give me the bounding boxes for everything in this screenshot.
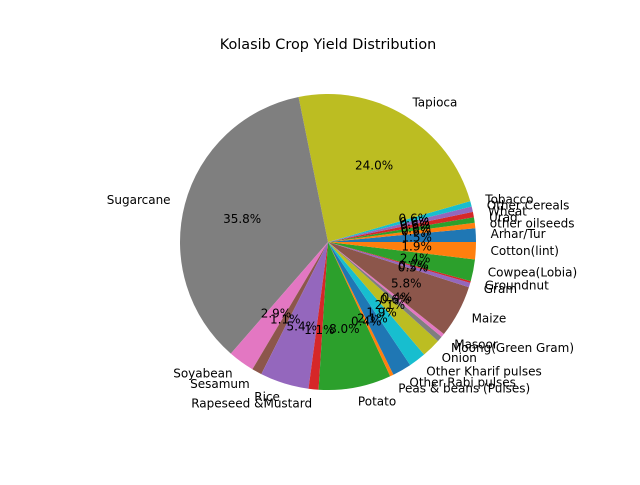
slice-label-rapeseed-mustard: Rapeseed &Mustard: [191, 397, 312, 411]
slice-percent-other-rabi-pulses: 2.1%: [357, 311, 388, 325]
slice-percent-groundnut: 0.2%: [398, 258, 429, 272]
slice-label-moong-green-gram: Moong(Green Gram): [451, 341, 574, 355]
slice-label-tobacco: Tobacco: [484, 192, 533, 206]
pie-slice-groundnut: [328, 242, 471, 283]
slice-percent-soyabean: 2.9%: [261, 306, 292, 320]
pie-slice-potato: [318, 242, 391, 391]
pie-slice-onion: [328, 242, 438, 355]
slice-percent-sugarcane: 35.8%: [223, 212, 261, 226]
slice-label-other-cereals: Other Cereals: [487, 198, 570, 212]
pie-slice-wheat: [328, 211, 474, 242]
pie-slice-other-cereals: [328, 206, 473, 242]
slice-percent-moong-green-gram: 0.6%: [380, 293, 411, 307]
slice-label-wheat: Wheat: [488, 204, 527, 218]
slice-label-other-rabi-pulses: Other Rabi pulses: [409, 375, 516, 389]
slice-percent-masoor: 0.4%: [382, 291, 413, 305]
pie-slice-rice: [261, 242, 328, 389]
slice-percent-rice: 5.4%: [287, 319, 318, 333]
slice-label-soyabean: Soyabean: [173, 366, 232, 380]
percent-labels-group: 1.5%0.6%0.6%0.6%0.6%0.6%24.0%35.8%2.9%1.…: [223, 159, 432, 337]
pie-slice-cowpea-lobia: [328, 242, 475, 282]
pie-slice-other-rabi-pulses: [328, 242, 411, 375]
slice-percent-cowpea-lobia: 2.4%: [400, 252, 431, 266]
slice-label-masoor: Masoor: [454, 337, 498, 351]
slice-percent-other-oilseeds: 0.6%: [401, 225, 432, 239]
pie-slice-other-kharif-pulses: [328, 242, 425, 366]
slice-percent-potato: 8.0%: [329, 322, 360, 336]
slice-label-arhar-tur: Arhar/Tur: [491, 227, 546, 241]
slice-label-tapioca: Tapioca: [411, 95, 457, 109]
slice-percent-rapeseed-mustard: 1.1%: [304, 323, 335, 337]
slice-percent-maize: 5.8%: [391, 276, 422, 290]
pie-slice-masoor: [328, 242, 444, 337]
pie-slice-other-oilseeds: [328, 222, 476, 242]
slice-percent-tapioca: 24.0%: [355, 159, 393, 173]
chart-title: Kolasib Crop Yield Distribution: [220, 37, 437, 53]
slice-percent-cotton-lint: 1.9%: [401, 240, 432, 254]
slice-label-onion: Onion: [442, 351, 477, 365]
slice-label-other-kharif-pulses: Other Kharif pulses: [426, 364, 541, 378]
slice-percent-sesamum: 1.1%: [270, 312, 301, 326]
pie-slice-sesamum: [252, 242, 328, 375]
slice-percent-arhar-tur: 1.5%: [401, 230, 432, 244]
pie-slice-urad: [328, 217, 475, 242]
slice-percent-onion: 2.1%: [375, 298, 406, 312]
pie-slice-arhar-tur: [328, 228, 476, 242]
pie-slice-tapioca: [298, 93, 471, 242]
slice-percent-wheat: 0.6%: [400, 218, 431, 232]
slice-percent-other-cereals: 0.6%: [399, 215, 430, 229]
slice-percent-peas-beans-pulses: 0.4%: [351, 315, 382, 329]
pie-slice-cotton-lint: [328, 242, 476, 260]
slice-label-maize: Maize: [472, 311, 507, 325]
pie-slice-soyabean: [230, 242, 328, 370]
slice-label-urad: Urad: [489, 210, 518, 224]
slice-percent-gram: 0.5%: [398, 260, 429, 274]
slice-label-cowpea-lobia: Cowpea(Lobia): [488, 266, 577, 280]
pie-slice-tobacco: [328, 201, 472, 242]
slice-label-sugarcane: Sugarcane: [107, 193, 171, 207]
slice-label-peas-beans-pulses: Peas & beans (Pulses): [398, 381, 530, 395]
pie-slice-rapeseed-mustard: [308, 242, 328, 390]
slices-group: [179, 93, 476, 391]
pie-slice-gram: [328, 242, 471, 288]
slice-percent-other-kharif-pulses: 1.9%: [366, 305, 397, 319]
slice-label-groundnut: Groundnut: [485, 278, 549, 292]
slice-label-gram: Gram: [484, 282, 517, 296]
slice-label-other-oilseeds: other oilseeds: [490, 216, 575, 230]
slice-label-cotton-lint: Cotton(lint): [491, 244, 559, 258]
pie-slice-peas-beans-pulses: [328, 242, 394, 377]
slice-label-potato: Potato: [358, 395, 396, 409]
slice-label-sesamum: Sesamum: [190, 377, 250, 391]
slice-percent-urad: 0.6%: [401, 221, 432, 235]
pie-slice-maize: [328, 242, 469, 335]
slice-percent-tobacco: 0.6%: [399, 212, 430, 226]
pie-slice-moong-green-gram: [328, 242, 442, 342]
pie-slice-sugarcane: [179, 96, 328, 354]
slice-label-rice: Rice: [254, 390, 280, 404]
